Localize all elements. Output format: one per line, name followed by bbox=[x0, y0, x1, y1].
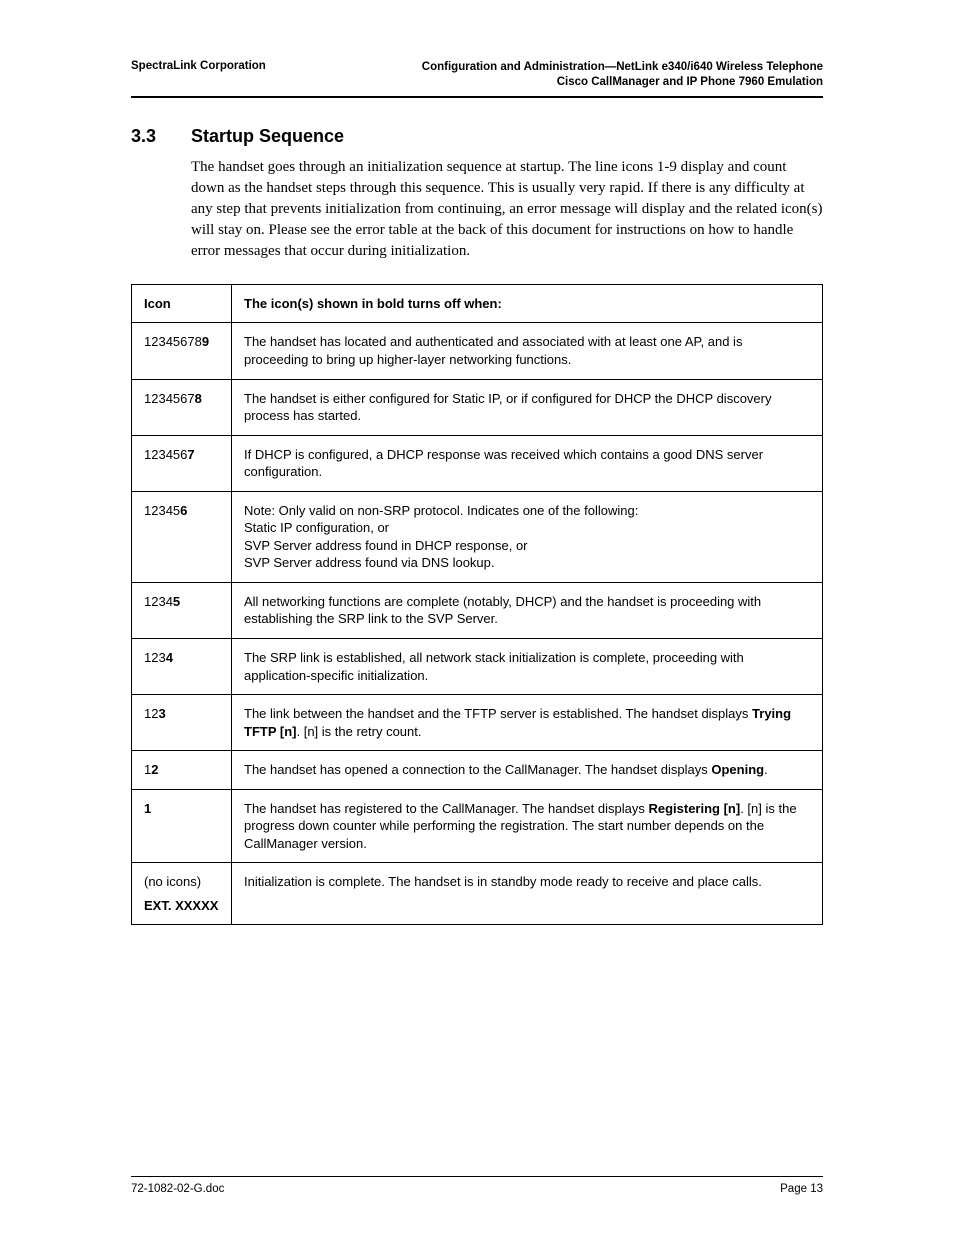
icon-cell: 1 bbox=[132, 789, 232, 863]
desc-cell: The handset has registered to the CallMa… bbox=[232, 789, 823, 863]
icon-cell: 123456 bbox=[132, 491, 232, 582]
page-footer: 72-1082-02-G.doc Page 13 bbox=[131, 1176, 823, 1195]
header-line2: Cisco CallManager and IP Phone 7960 Emul… bbox=[422, 75, 823, 90]
icon-cell: 123 bbox=[132, 695, 232, 751]
desc-cell: The SRP link is established, all network… bbox=[232, 638, 823, 694]
table-header-desc: The icon(s) shown in bold turns off when… bbox=[232, 284, 823, 323]
icon-cell: 123456789 bbox=[132, 323, 232, 379]
desc-cell: The handset is either configured for Sta… bbox=[232, 379, 823, 435]
table-row: 123456 Note: Only valid on non-SRP proto… bbox=[132, 491, 823, 582]
table-row: 123456789 The handset has located and au… bbox=[132, 323, 823, 379]
table-row: (no icons) EXT. XXXXX Initialization is … bbox=[132, 863, 823, 925]
footer-doc-name: 72-1082-02-G.doc bbox=[131, 1183, 224, 1195]
desc-cell: The handset has located and authenticate… bbox=[232, 323, 823, 379]
table-row: 12345 All networking functions are compl… bbox=[132, 582, 823, 638]
header-line1: Configuration and Administration—NetLink… bbox=[422, 60, 823, 75]
icon-cell: 12345 bbox=[132, 582, 232, 638]
icon-cell: (no icons) EXT. XXXXX bbox=[132, 863, 232, 925]
table-header-icon: Icon bbox=[132, 284, 232, 323]
page-header: SpectraLink Corporation Configuration an… bbox=[131, 60, 823, 98]
desc-cell: All networking functions are complete (n… bbox=[232, 582, 823, 638]
startup-table: Icon The icon(s) shown in bold turns off… bbox=[131, 284, 823, 926]
desc-cell: The handset has opened a connection to t… bbox=[232, 751, 823, 790]
footer-page-number: Page 13 bbox=[780, 1183, 823, 1195]
icon-cell: 12 bbox=[132, 751, 232, 790]
desc-cell: The link between the handset and the TFT… bbox=[232, 695, 823, 751]
table-row: 123 The link between the handset and the… bbox=[132, 695, 823, 751]
section-title: Startup Sequence bbox=[191, 126, 344, 146]
icon-cell: 1234 bbox=[132, 638, 232, 694]
desc-cell: Initialization is complete. The handset … bbox=[232, 863, 823, 925]
table-row: 12 The handset has opened a connection t… bbox=[132, 751, 823, 790]
section-body: The handset goes through an initializati… bbox=[191, 157, 823, 262]
desc-cell: Note: Only valid on non-SRP protocol. In… bbox=[232, 491, 823, 582]
table-header-row: Icon The icon(s) shown in bold turns off… bbox=[132, 284, 823, 323]
table-row: 1 The handset has registered to the Call… bbox=[132, 789, 823, 863]
header-company: SpectraLink Corporation bbox=[131, 60, 266, 72]
table-row: 12345678 The handset is either configure… bbox=[132, 379, 823, 435]
table-row: 1234 The SRP link is established, all ne… bbox=[132, 638, 823, 694]
section-number: 3.3 bbox=[131, 126, 191, 147]
icon-cell: 12345678 bbox=[132, 379, 232, 435]
section-heading: 3.3Startup Sequence bbox=[131, 126, 823, 147]
desc-cell: If DHCP is configured, a DHCP response w… bbox=[232, 435, 823, 491]
icon-cell: 1234567 bbox=[132, 435, 232, 491]
table-row: 1234567 If DHCP is configured, a DHCP re… bbox=[132, 435, 823, 491]
header-doc-title: Configuration and Administration—NetLink… bbox=[422, 60, 823, 90]
